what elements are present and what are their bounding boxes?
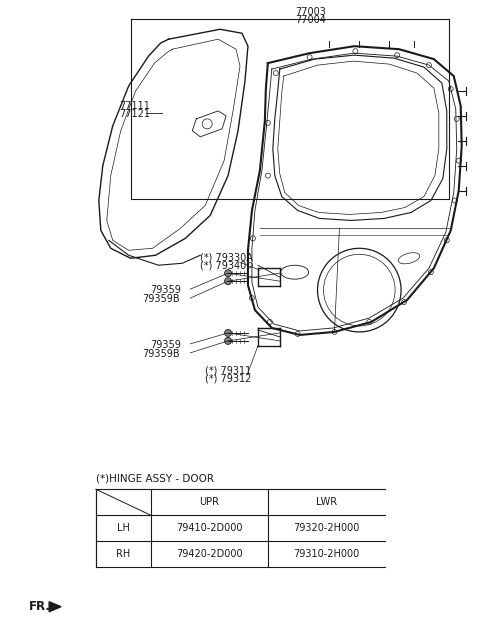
- Circle shape: [225, 278, 231, 285]
- Text: 79359: 79359: [151, 285, 181, 295]
- Text: UPR: UPR: [199, 497, 219, 507]
- Text: 79359B: 79359B: [143, 349, 180, 359]
- Text: (*) 79311: (*) 79311: [205, 366, 252, 376]
- Text: 79320-2H000: 79320-2H000: [293, 523, 360, 533]
- Polygon shape: [49, 602, 61, 612]
- Circle shape: [225, 330, 231, 337]
- Text: (*)HINGE ASSY - DOOR: (*)HINGE ASSY - DOOR: [96, 474, 214, 483]
- Text: RH: RH: [116, 549, 130, 559]
- Text: 77111: 77111: [119, 101, 150, 111]
- Text: 77003: 77003: [296, 8, 326, 17]
- Text: (*) 79340: (*) 79340: [200, 260, 247, 270]
- Text: LWR: LWR: [316, 497, 337, 507]
- Circle shape: [225, 269, 231, 276]
- Text: LH: LH: [117, 523, 130, 533]
- Circle shape: [225, 337, 231, 344]
- Text: FR.: FR.: [29, 600, 51, 613]
- Text: 79359: 79359: [151, 340, 181, 350]
- Text: (*) 79312: (*) 79312: [205, 374, 252, 384]
- Text: 79359B: 79359B: [143, 294, 180, 304]
- Text: 79410-2D000: 79410-2D000: [176, 523, 242, 533]
- Text: 79310-2H000: 79310-2H000: [293, 549, 360, 559]
- Text: 79420-2D000: 79420-2D000: [176, 549, 242, 559]
- Text: 77004: 77004: [296, 15, 326, 25]
- Text: (*) 79330A: (*) 79330A: [200, 252, 253, 262]
- Text: 77121: 77121: [119, 109, 150, 119]
